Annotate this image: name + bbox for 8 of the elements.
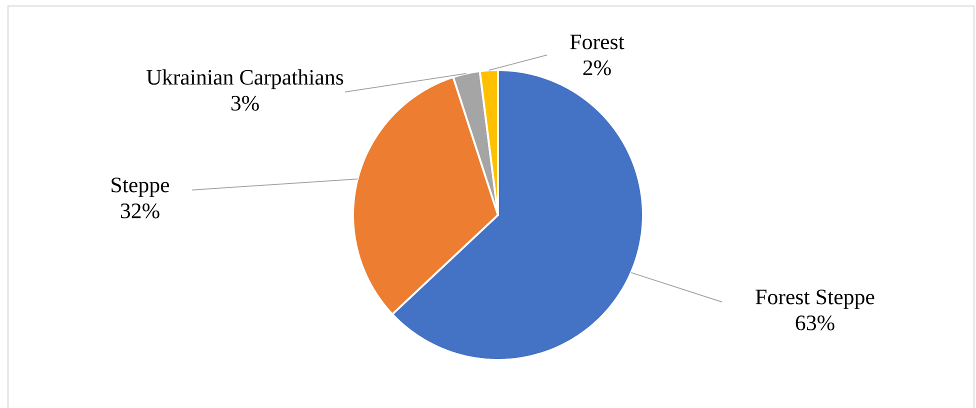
- data-label: 32%: [120, 203, 160, 218]
- slice-label: Ukrainian Carpathians: [146, 69, 344, 89]
- slice-label: Forest Steppe: [756, 289, 874, 309]
- data-label: 63%: [796, 315, 834, 330]
- slice-label: Forest: [570, 34, 624, 50]
- data-label: 3%: [231, 96, 259, 110]
- data-label: 2%: [583, 60, 611, 76]
- slice-label: Steppe: [112, 177, 170, 197]
